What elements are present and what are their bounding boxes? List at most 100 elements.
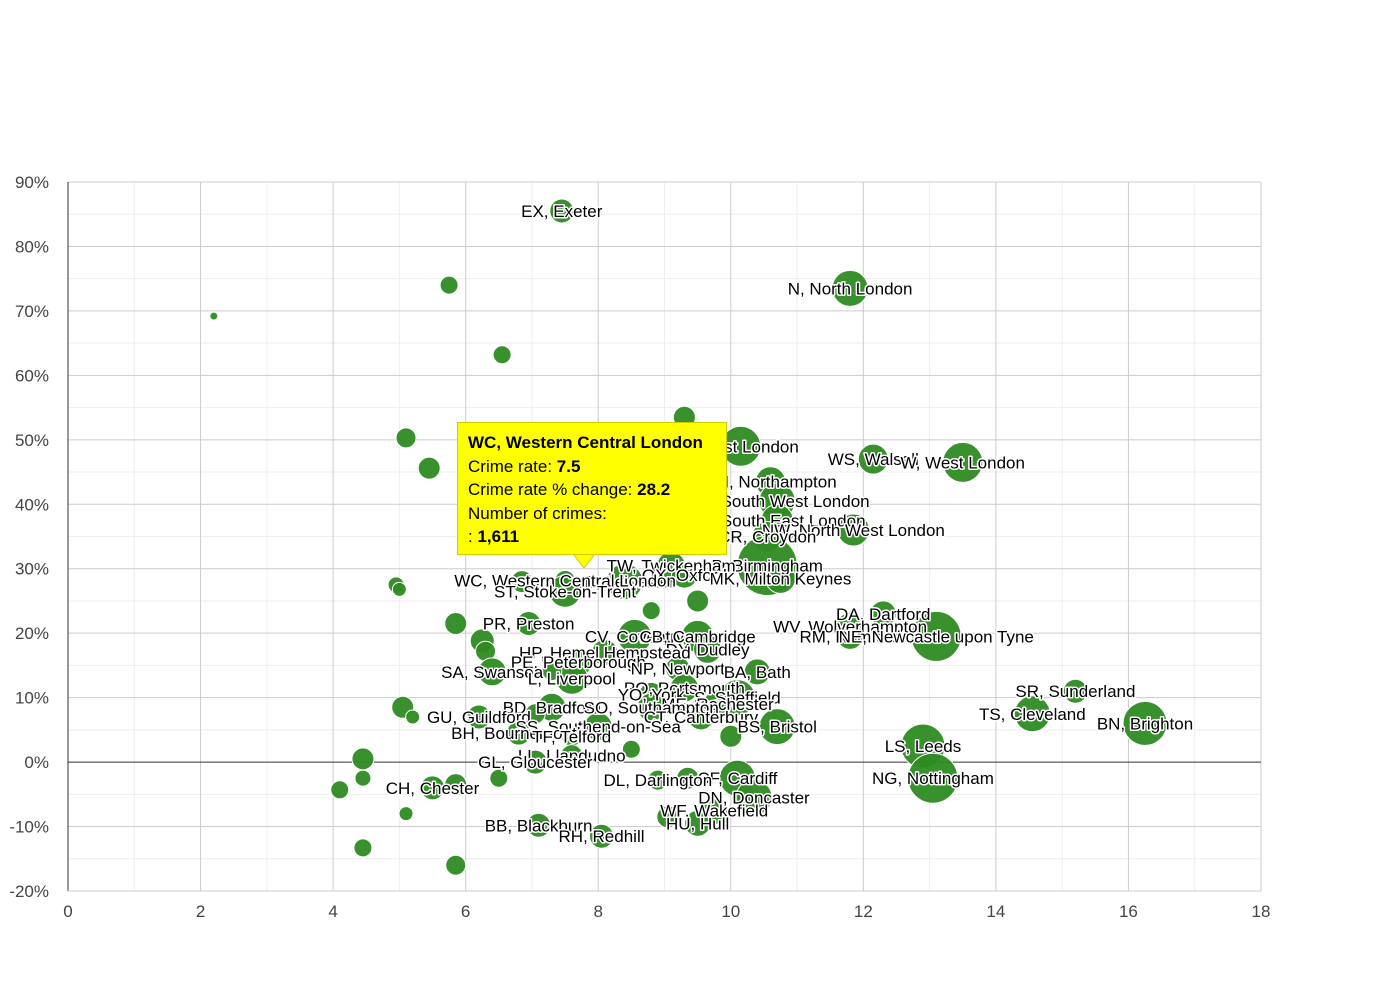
bubble-point <box>636 692 666 722</box>
bubble-data-label: LL, Llandudno <box>518 747 626 766</box>
bubble-point <box>420 775 446 801</box>
bubble-data-label: HP, Hemel Hempstead <box>519 644 691 663</box>
y-tick-label: 20% <box>15 624 49 643</box>
bubble-data-label: NP, Newport <box>631 660 725 679</box>
bubble-point <box>526 812 552 838</box>
bubble-point <box>445 854 467 876</box>
bubble-point <box>516 611 542 637</box>
bubble-point <box>466 704 492 730</box>
bubble-point <box>560 744 584 768</box>
bubble-point <box>869 600 897 628</box>
bubble-data-label: PO, Portsmouth <box>624 679 745 698</box>
x-tick-label: 4 <box>328 902 337 921</box>
bubble-data-label: BA, Bath <box>724 663 791 682</box>
bubble-point <box>354 769 372 787</box>
axes: 0 2 4 6 8 10 12 14 16 18 90% 80% 70% 60% 50% 40% 30% 20% 1… <box>9 173 1270 921</box>
bubble-point <box>670 561 698 589</box>
bubble-data-label: HU, Hull <box>666 814 729 833</box>
bubble-point <box>836 513 870 547</box>
bubble-data-label: DY, Dudley <box>666 640 750 659</box>
tooltip-crime-rate-label: Crime rate: <box>468 456 557 476</box>
bubble-point <box>583 712 613 742</box>
y-tick-label: 60% <box>15 366 49 385</box>
tooltip-change-label: Crime rate % change: <box>468 480 638 499</box>
tooltip-line-crimes-label: Number of crimes: <box>468 503 607 523</box>
bubble-point <box>444 612 468 636</box>
y-tick-label: 70% <box>15 302 49 321</box>
bubble-data-label: BD, Bradford <box>503 698 601 717</box>
bubble-data-label: GU, Guildford <box>427 708 531 727</box>
bubble-data-label: LS, Leeds <box>885 737 962 756</box>
tooltip: WC, Western Central London Crime rate: 7… <box>457 422 727 555</box>
bubble-point <box>330 780 350 800</box>
bubble-data-label: S, Sheffield <box>694 689 781 708</box>
bubble-point <box>439 275 459 295</box>
bubble-data-label: MK, Milton Keynes <box>710 569 852 588</box>
tooltip-crimes-prefix: : <box>468 527 478 546</box>
bubble-data-label: TS, Cleveland <box>979 705 1086 724</box>
x-tick-label: 12 <box>854 902 873 921</box>
bubble-point <box>676 766 700 790</box>
bubble-point <box>1062 678 1088 704</box>
x-tick-label: 0 <box>63 902 72 921</box>
tooltip-line-change: Crime rate % change: 28.2 <box>468 478 716 502</box>
bubble-point <box>686 589 710 613</box>
bubble-data-label: YO, York <box>618 685 686 704</box>
x-tick-label: 18 <box>1252 902 1271 921</box>
bubble-point <box>510 570 534 594</box>
bubble-point <box>417 456 441 480</box>
bubble-point <box>656 805 680 829</box>
bubble-data-label: N, North London <box>788 279 913 298</box>
bubble-point <box>522 749 548 775</box>
tooltip-pointer <box>571 553 597 569</box>
bubble-point <box>910 610 962 662</box>
bubble-data-label: LE, Leicester <box>575 573 675 592</box>
bubble-data-label: WF, Wakefield <box>660 801 768 820</box>
bubble-data-label: DN, Doncaster <box>698 789 810 808</box>
bubble-data-label: BN, Brighton <box>1097 714 1193 733</box>
bubble-point <box>758 708 796 746</box>
bubble-data-label: ST, Stoke-on-Trent <box>494 582 636 601</box>
bubble-data-label: SE, South East London <box>689 511 866 530</box>
tooltip-change-value: 28.2 <box>637 480 671 499</box>
bubble-data-label: NG, Nottingham <box>872 769 994 788</box>
tooltip-line-crime-rate: Crime rate: 7.5 <box>468 455 716 479</box>
bubble-data-label: EX, Exeter <box>521 202 603 221</box>
bubble-point <box>492 345 512 365</box>
bubble-data-label: TW, Twickenham <box>607 557 736 576</box>
bubble-data-label: SW, South West London <box>685 492 870 511</box>
bubble-point <box>444 773 468 797</box>
bubble-data-label: CB, Cambridge <box>640 627 756 646</box>
bubble-point <box>477 657 507 687</box>
bubble-point <box>942 441 984 483</box>
y-tick-label: 10% <box>15 689 49 708</box>
bubble-point <box>524 703 546 725</box>
x-tick-label: 10 <box>721 902 740 921</box>
bubble-point <box>684 809 712 837</box>
bubble-data-label: WC, Western Central London <box>454 571 676 590</box>
bubble-data-label: OX, Oxford <box>642 566 727 585</box>
bubble-point <box>907 752 959 804</box>
bubble-data-label: WV, Wolverhampton <box>773 618 927 637</box>
tooltip-crime-rate-value: 7.5 <box>556 456 581 476</box>
y-tick-label: 0% <box>24 753 49 772</box>
bubble-data-label: ME, Rochester <box>661 695 774 714</box>
bubble-point <box>743 658 771 686</box>
y-tick-label: 30% <box>15 560 49 579</box>
bubble-data-label: BS, Bristol <box>737 718 816 737</box>
bubble-point <box>353 838 373 858</box>
bubble-point <box>398 806 414 822</box>
tooltip-crimes-value: 1,611 <box>477 527 520 546</box>
bubble-point <box>549 198 575 224</box>
bubble-data-label: RH, Redhill <box>559 827 645 846</box>
bubble-point <box>489 768 509 788</box>
bubble-point <box>735 779 773 817</box>
bubble-point <box>836 622 864 650</box>
bubble-data-label: CF, Cardiff <box>697 769 777 788</box>
bubble-data-label: TF, Telford <box>532 727 611 746</box>
y-tick-label: -20% <box>9 882 49 901</box>
bubble-point <box>506 720 532 746</box>
bubble-data-label: CR, Croydon <box>718 528 816 547</box>
bubble-data-label: RM, Romford <box>800 627 901 646</box>
bubble-data-label: NE, Newcastle upon Tyne <box>839 627 1034 646</box>
